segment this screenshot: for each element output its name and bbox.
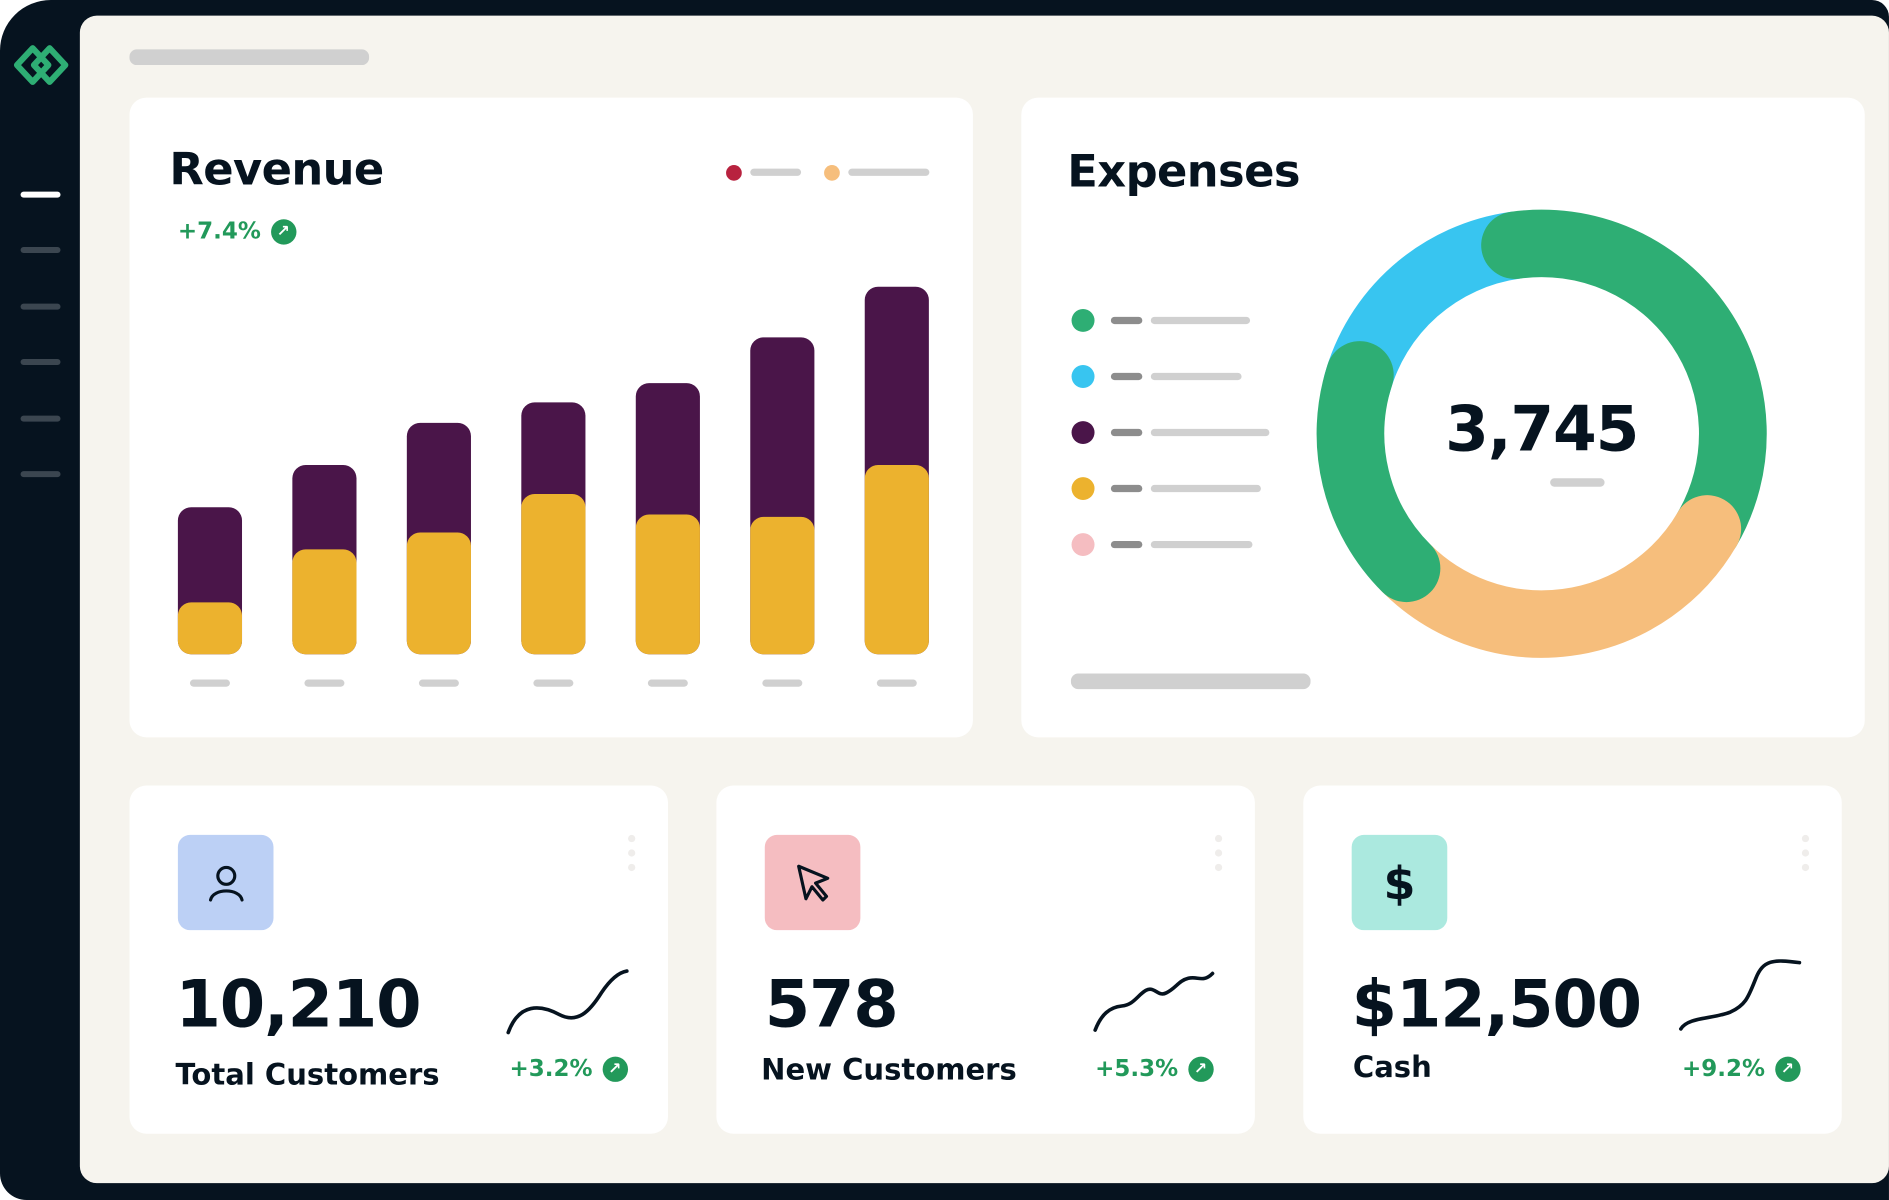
stat-change: +9.2% ↗: [1682, 1055, 1801, 1082]
stat-card-total-customers: 10,210 Total Customers +3.2% ↗: [129, 785, 668, 1134]
sparkline: [1679, 959, 1802, 1031]
revenue-card: Revenue +7.4% ↗: [129, 97, 973, 738]
x-tick-label-placeholder: [762, 679, 803, 687]
legend-dot: [1071, 477, 1095, 500]
legend-label-placeholder: [1150, 428, 1270, 437]
legend-dot: [1071, 421, 1095, 444]
sidebar-item-4[interactable]: [20, 359, 61, 366]
x-tick-label-placeholder: [418, 679, 459, 687]
x-tick-label-placeholder: [189, 679, 230, 687]
stat-value: $12,500: [1351, 966, 1642, 1043]
arrow-up-right-icon: ↗: [1774, 1056, 1801, 1082]
bar-segment-bottom: [521, 493, 586, 655]
legend-value-placeholder: [1110, 316, 1143, 325]
arrow-up-right-icon: ↗: [602, 1056, 628, 1082]
stat-change-value: +5.3%: [1095, 1055, 1179, 1082]
bar-segment-bottom: [635, 514, 700, 655]
stat-label: Cash: [1352, 1050, 1432, 1085]
arrow-up-right-icon: ↗: [1187, 1056, 1214, 1082]
logo-icon: [13, 45, 69, 85]
expenses-total-caption-placeholder: [1550, 478, 1605, 487]
expenses-footer-placeholder: [1070, 673, 1311, 690]
donut-segment: [1372, 495, 1742, 658]
donut-segment: [1316, 341, 1441, 603]
sidebar-item-5[interactable]: [20, 415, 61, 422]
stat-label: Total Customers: [175, 1057, 440, 1092]
donut-segment: [1481, 209, 1767, 563]
legend-label-placeholder: [1150, 540, 1253, 549]
cursor-arrow-icon: [796, 864, 829, 901]
legend-dot: [1071, 533, 1095, 557]
bar-segment-bottom: [406, 532, 471, 655]
legend-dot: [1071, 365, 1095, 388]
legend-label-placeholder: [848, 168, 930, 176]
revenue-bar-chart: [177, 286, 929, 687]
x-tick-label-placeholder: [876, 679, 917, 687]
expenses-title: Expenses: [1067, 145, 1300, 198]
legend-dot: [1071, 309, 1095, 332]
arrow-up-right-icon: ↗: [270, 218, 297, 244]
sparkline: [1093, 971, 1215, 1032]
stat-value: 10,210: [175, 966, 421, 1043]
user-icon: [208, 865, 243, 901]
sidebar-item-3[interactable]: [20, 303, 61, 310]
stat-value: 578: [764, 966, 899, 1043]
more-menu-button[interactable]: [1801, 834, 1810, 878]
revenue-change: +7.4% ↗: [177, 218, 297, 245]
expenses-card: Expenses 3,745: [1021, 97, 1865, 738]
stat-change-value: +9.2%: [1682, 1055, 1766, 1082]
page-title-placeholder: [129, 49, 370, 66]
legend-value-placeholder: [1110, 484, 1143, 493]
bar-segment-bottom: [864, 465, 929, 655]
legend-label-placeholder: [750, 168, 802, 176]
stat-icon-tile: $: [1351, 834, 1448, 931]
stat-card-cash: $ $12,500 Cash +9.2% ↗: [1303, 785, 1842, 1134]
dollar-icon: $: [1383, 856, 1416, 910]
revenue-change-value: +7.4%: [177, 218, 261, 245]
expenses-donut-chart: [1071, 209, 1767, 658]
stat-icon-tile: [764, 834, 861, 931]
sidebar-item-1[interactable]: [20, 191, 61, 198]
stat-label: New Customers: [761, 1052, 1017, 1087]
x-tick-label-placeholder: [647, 679, 688, 687]
legend-label-placeholder: [1150, 372, 1242, 381]
x-tick-label-placeholder: [304, 679, 345, 687]
x-tick-label-placeholder: [533, 679, 574, 687]
legend-label-placeholder: [1150, 484, 1261, 493]
stat-icon-tile: [177, 834, 274, 931]
legend-value-placeholder: [1110, 428, 1143, 437]
sidebar-item-2[interactable]: [20, 246, 61, 254]
more-menu-button[interactable]: [628, 834, 636, 878]
stat-card-new-customers: 578 New Customers +5.3% ↗: [716, 785, 1255, 1134]
legend-value-placeholder: [1110, 372, 1143, 381]
bar-segment-bottom: [177, 602, 243, 655]
legend-label-placeholder: [1150, 316, 1251, 325]
stat-change: +5.3% ↗: [1095, 1055, 1214, 1082]
sparkline: [506, 969, 629, 1035]
stat-change: +3.2% ↗: [509, 1055, 628, 1082]
more-menu-button[interactable]: [1214, 834, 1223, 878]
legend-dot-orange: [824, 165, 840, 181]
bar-segment-bottom: [750, 516, 815, 655]
bar-segment-bottom: [292, 549, 357, 655]
revenue-title: Revenue: [169, 143, 384, 196]
legend-dot-crimson: [726, 165, 742, 181]
legend-value-placeholder: [1110, 540, 1143, 549]
expenses-total: 3,745: [1445, 393, 1639, 467]
sidebar-item-6[interactable]: [20, 471, 61, 478]
stat-change-value: +3.2%: [509, 1055, 593, 1082]
